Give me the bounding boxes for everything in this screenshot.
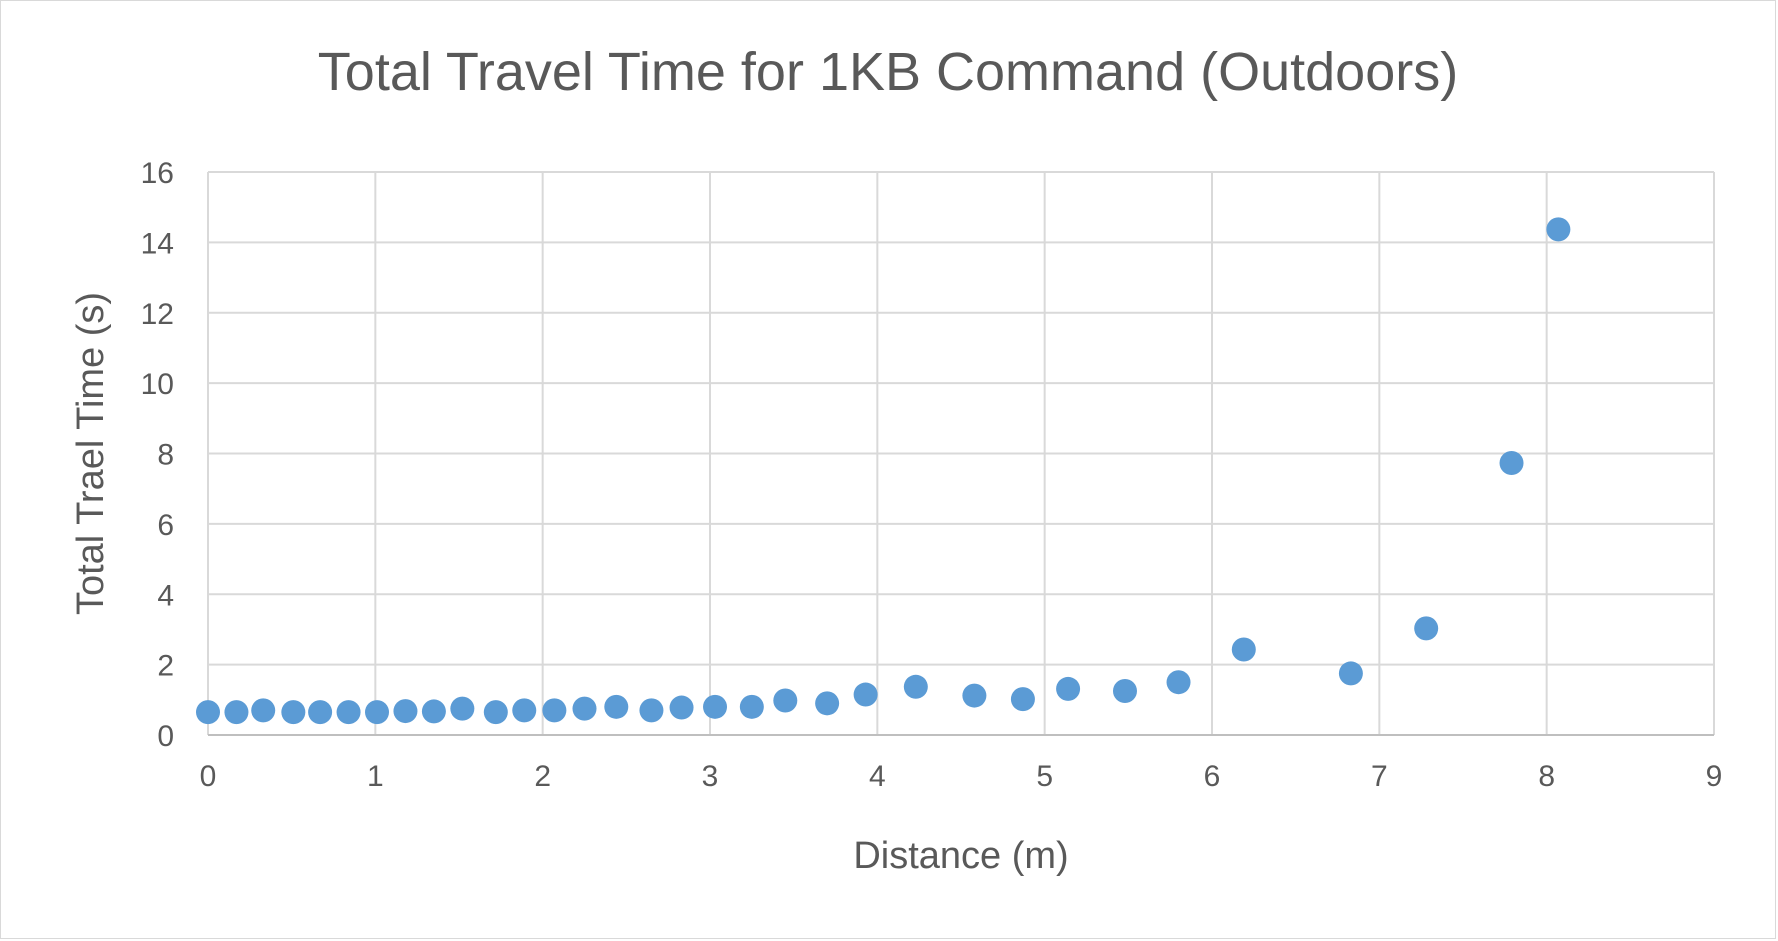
- data-point: [572, 696, 597, 721]
- data-point: [1546, 217, 1571, 242]
- x-tick-label: 2: [534, 760, 551, 793]
- data-point: [739, 694, 764, 719]
- y-tick-label: 6: [157, 509, 174, 542]
- x-tick-label: 5: [1036, 760, 1053, 793]
- data-point: [450, 696, 475, 721]
- data-point: [1010, 687, 1035, 712]
- x-axis-label: Distance (m): [853, 835, 1068, 877]
- data-point: [1231, 637, 1256, 662]
- x-tick-label: 7: [1371, 760, 1388, 793]
- y-tick-label: 12: [141, 298, 174, 331]
- y-tick-label: 0: [157, 720, 174, 753]
- data-point: [251, 698, 276, 723]
- data-point: [962, 683, 987, 708]
- data-point: [365, 700, 390, 725]
- x-tick-label: 4: [869, 760, 886, 793]
- x-tick-label: 3: [702, 760, 719, 793]
- data-point: [336, 700, 361, 725]
- chart-title: Total Travel Time for 1KB Command (Outdo…: [317, 42, 1459, 102]
- x-tick-label: 0: [200, 760, 217, 793]
- data-point: [196, 700, 220, 725]
- x-tick-label: 9: [1706, 760, 1723, 793]
- data-point: [604, 694, 629, 719]
- data-point: [542, 698, 567, 723]
- data-point: [1112, 679, 1137, 704]
- y-tick-label: 16: [141, 157, 174, 190]
- data-point: [815, 691, 840, 716]
- data-point: [1499, 451, 1524, 476]
- data-point: [393, 699, 418, 724]
- x-tick-label: 6: [1204, 760, 1221, 793]
- x-tick-label: 1: [367, 760, 384, 793]
- y-tick-label: 4: [157, 579, 174, 612]
- x-tick-label: 8: [1538, 760, 1555, 793]
- data-point: [308, 700, 333, 725]
- data-point: [1166, 670, 1191, 695]
- data-point: [512, 698, 537, 723]
- y-axis-label: Total Trael Time (s): [70, 292, 112, 615]
- data-points: [196, 217, 1571, 725]
- grid-lines: [207, 171, 1715, 736]
- y-tick-label: 14: [141, 227, 174, 260]
- data-point: [421, 699, 446, 724]
- y-tick-label: 8: [157, 439, 174, 472]
- data-point: [224, 700, 249, 725]
- data-point: [1414, 616, 1439, 641]
- data-point: [1056, 676, 1081, 701]
- data-point: [703, 694, 728, 719]
- data-point: [773, 688, 798, 713]
- data-point: [853, 682, 878, 707]
- data-point: [639, 698, 664, 723]
- data-point: [1338, 661, 1363, 686]
- data-point: [281, 700, 306, 725]
- y-tick-label: 2: [157, 650, 174, 683]
- data-point: [483, 700, 508, 725]
- data-point: [669, 695, 694, 720]
- data-point: [903, 674, 928, 699]
- y-tick-label: 10: [141, 368, 174, 401]
